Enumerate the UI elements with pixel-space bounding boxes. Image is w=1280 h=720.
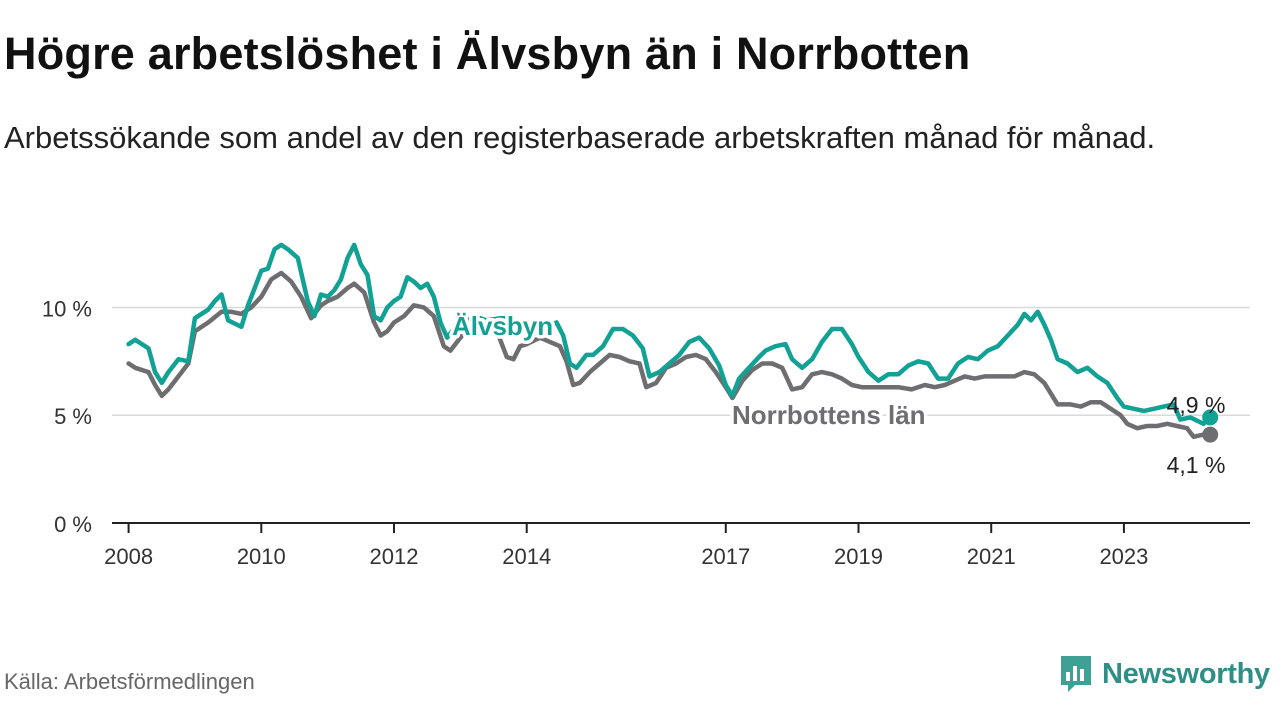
series-line-norrbotten	[126, 270, 1213, 440]
y-tick-label: 5 %	[54, 404, 92, 429]
series-label-norrbotten-halo: Norrbottens län	[732, 400, 926, 430]
x-tick-label: 2012	[370, 544, 419, 569]
chart-subtitle: Arbetssökande som andel av den registerb…	[4, 120, 1156, 155]
series-label-alvsbyn-halo: Älvsbyn	[452, 311, 553, 341]
source-note: Källa: Arbetsförmedlingen	[4, 669, 255, 694]
y-tick-label: 10 %	[42, 296, 92, 321]
brand-name: Newsworthy	[1102, 657, 1270, 690]
x-tick-label: 2014	[502, 544, 551, 569]
brand-logo[interactable]: Newsworthy	[1058, 654, 1270, 694]
end-point-alvsbyn	[1202, 409, 1219, 426]
x-tick-label: 2021	[967, 544, 1016, 569]
x-tick-label: 2010	[237, 544, 286, 569]
y-tick-label: 0 %	[54, 512, 92, 537]
x-tick-label: 2023	[1099, 544, 1148, 569]
x-tick-label: 2017	[701, 544, 750, 569]
newsworthy-logo-icon	[1061, 656, 1091, 692]
series-label-alvsbyn: Älvsbyn	[452, 311, 553, 341]
x-tick-label: 2019	[834, 544, 883, 569]
series-label-norrbotten: Norrbottens län	[732, 400, 926, 430]
end-label-alvsbyn: 4,9 %	[1167, 392, 1226, 418]
end-label-norrbotten: 4,1 %	[1167, 452, 1226, 478]
chart-title: Högre arbetslöshet i Älvsbyn än i Norrbo…	[4, 28, 971, 79]
x-tick-label: 2008	[104, 544, 153, 569]
end-point-norrbotten	[1202, 426, 1219, 443]
series-line-alvsbyn	[126, 242, 1213, 427]
